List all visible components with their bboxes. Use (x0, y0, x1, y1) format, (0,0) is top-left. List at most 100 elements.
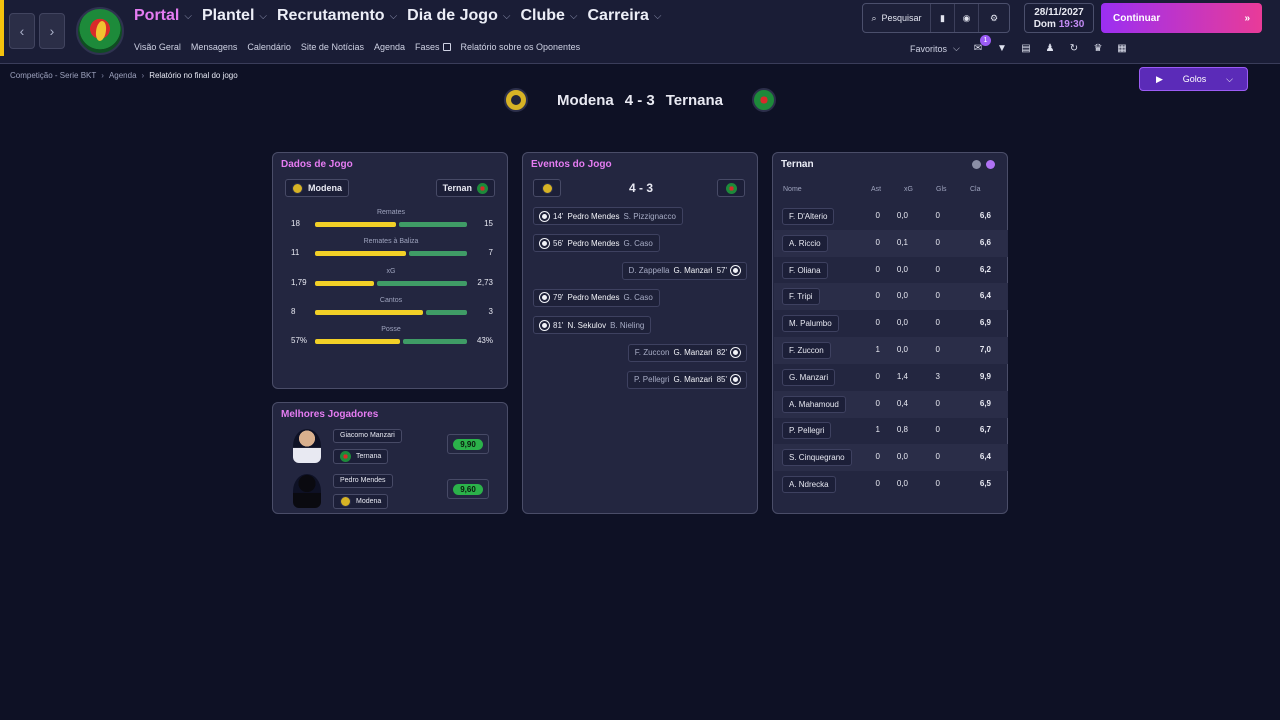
subnav-calendario[interactable]: Calendário (247, 42, 291, 52)
player-name[interactable]: P. Pellegri (782, 422, 832, 440)
ternana-crest[interactable] (751, 88, 776, 112)
table-row[interactable]: F. Zuccon 1 0,0 0 7,0 (774, 337, 1008, 364)
club-logo[interactable] (76, 7, 124, 55)
header-name[interactable]: Nome (783, 186, 802, 193)
player-team[interactable]: Ternana (333, 449, 389, 464)
cell-rating: 6,6 (979, 211, 991, 220)
breadcrumb-item[interactable]: Competição - Serie BKT (10, 71, 97, 80)
match-event[interactable]: F. Zuccon G. Manzari 82' (627, 343, 747, 362)
cell-goals: 0 (935, 264, 940, 274)
header-goals[interactable]: Gls (936, 186, 947, 193)
header-assists[interactable]: Ast (871, 186, 882, 193)
subnav-site-noticias[interactable]: Site de Notícias (300, 42, 364, 52)
clipboard-icon[interactable]: ▤ (1021, 42, 1031, 54)
player-name[interactable]: F. Tripi (782, 288, 820, 306)
cell-rating: 6,4 (979, 291, 991, 301)
messages-icon[interactable]: ✉ 1 (970, 35, 991, 56)
table-row[interactable]: A. Mahamoud 0 0,4 0 6,9 (774, 390, 1008, 418)
event-scorer: Pedro Mendes (567, 293, 620, 303)
search-button[interactable]: ⌕ Pesquisar (863, 4, 931, 32)
subnav-mensagens[interactable]: Mensagens (190, 42, 238, 52)
kit-icon[interactable]: ▼ (997, 42, 1007, 54)
subnav-agenda[interactable]: Agenda (373, 42, 405, 52)
match-event[interactable]: 81' N. Sekulov B. Nieling (533, 316, 652, 335)
panel-title: Melhores Jogadores (281, 409, 379, 420)
player-name[interactable]: A. Mahamoud (782, 395, 846, 413)
stat-row: 11 7 (287, 248, 493, 258)
table-row[interactable]: F. Tripi 0 0,0 0 6,4 (774, 283, 1008, 311)
away-team-name[interactable]: Ternana (665, 91, 723, 109)
home-crest-chip[interactable] (533, 179, 561, 197)
nav-clube[interactable]: Clube ⌵ (520, 7, 577, 25)
table-row[interactable]: S. Cinquegrano 0 0,0 0 6,4 (774, 444, 1008, 472)
table-row[interactable]: A. Riccio 0 0,1 0 6,6 (774, 229, 1008, 257)
player-name[interactable]: Giacomo Manzari (333, 429, 402, 443)
match-event[interactable]: 56' Pedro Mendes G. Caso (533, 234, 660, 253)
date-time[interactable]: 28/11/2027 Dom 19:30 (1024, 3, 1094, 33)
event-minute: 82' (716, 348, 727, 357)
match-event[interactable]: 14' Pedro Mendes S. Pizzignacco (533, 207, 683, 225)
best-player-row[interactable]: Giacomo Manzari Ternana 9,90 (283, 429, 493, 469)
subnav-fases[interactable]: Fases (415, 42, 451, 52)
nav-portal[interactable]: Portal ⌵ (134, 7, 192, 25)
match-event[interactable]: 79' Pedro Mendes G. Caso (533, 288, 660, 307)
breadcrumb-item[interactable]: Agenda (108, 71, 137, 80)
subnav-relatorio-oponentes[interactable]: Relatório sobre os Oponentes (460, 42, 581, 52)
player-team[interactable]: Modena (333, 494, 389, 509)
stat-home-value: 8 (291, 306, 296, 316)
forward-button[interactable]: › (39, 13, 65, 49)
cell-xg: 0,0 (896, 479, 908, 488)
back-button[interactable]: ‹ (9, 13, 35, 49)
stat-bar-away (426, 309, 467, 315)
cell-rating: 6,9 (979, 318, 991, 328)
team-toggle-dot-home[interactable] (972, 160, 981, 169)
goals-dropdown[interactable]: ▶ Golos ⌵ (1139, 67, 1248, 91)
table-row[interactable]: F. Oliana 0 0,0 0 6,2 (774, 257, 1008, 284)
table-row[interactable]: A. Ndrecka 0 0,0 0 6,5 (774, 471, 1008, 498)
club-crest-button[interactable]: ◉ (955, 4, 979, 32)
favorites-dropdown[interactable]: Favoritos ⌵ (910, 43, 960, 54)
player-name[interactable]: Pedro Mendes (333, 474, 393, 488)
settings-button[interactable]: ⚙ (979, 4, 1009, 32)
calendar-icon[interactable]: ▦ (1117, 42, 1127, 54)
match-event[interactable]: D. Zappella G. Manzari 57' (621, 261, 747, 280)
header-rating[interactable]: Cla (970, 186, 981, 193)
table-row[interactable]: M. Palumbo 0 0,0 0 6,9 (774, 310, 1008, 337)
table-row[interactable]: F. D'Alterio 0 0,0 0 6,6 (774, 203, 1008, 230)
event-assist: G. Caso (623, 293, 653, 303)
stat-away-value: 7 (488, 248, 493, 258)
away-crest-chip[interactable] (717, 179, 745, 197)
continue-button[interactable]: Continuar » (1101, 3, 1262, 33)
tactics-icon[interactable]: ♟ (1045, 42, 1055, 54)
match-event[interactable]: P. Pellegri G. Manzari 85' (627, 370, 747, 389)
player-name[interactable]: F. Zuccon (782, 342, 831, 359)
player-name[interactable]: A. Ndrecka (782, 476, 836, 493)
player-name[interactable]: G. Manzari (782, 368, 836, 386)
refresh-icon[interactable]: ↻ (1069, 42, 1079, 54)
nav-carreira[interactable]: Carreira ⌵ (588, 7, 662, 25)
header-xg[interactable]: xG (904, 186, 913, 193)
nav-label: Clube (520, 7, 565, 24)
bookmark-button[interactable]: ▮ (931, 4, 955, 32)
nav-label: Portal (134, 7, 180, 24)
player-name[interactable]: M. Palumbo (782, 315, 839, 333)
player-name[interactable]: A. Riccio (782, 234, 828, 252)
table-row[interactable]: G. Manzari 0 1,4 3 9,9 (774, 364, 1008, 391)
home-team-name[interactable]: Modena (557, 91, 614, 109)
player-name[interactable]: S. Cinquegrano (782, 449, 852, 467)
nav-plantel[interactable]: Plantel ⌵ (202, 7, 267, 25)
away-team-chip[interactable]: Ternan (435, 179, 495, 197)
trophy-icon[interactable]: ♛ (1093, 42, 1103, 54)
subnav-visao-geral[interactable]: Visão Geral (134, 42, 181, 52)
ternana-crest (477, 182, 488, 194)
nav-recrutamento[interactable]: Recrutamento ⌵ (277, 7, 397, 25)
home-team-chip[interactable]: Modena (285, 179, 350, 197)
player-name[interactable]: F. D'Alterio (782, 208, 835, 225)
player-name[interactable]: F. Oliana (782, 261, 828, 279)
modena-crest[interactable] (504, 88, 529, 112)
nav-dia-de-jogo[interactable]: Dia de Jogo ⌵ (407, 7, 510, 25)
best-player-row[interactable]: Pedro Mendes Modena 9,60 (283, 474, 493, 514)
team-toggle-dot-away[interactable] (986, 160, 995, 169)
table-row[interactable]: P. Pellegri 1 0,8 0 6,7 (774, 417, 1008, 444)
cell-rating: 6,5 (979, 479, 991, 488)
